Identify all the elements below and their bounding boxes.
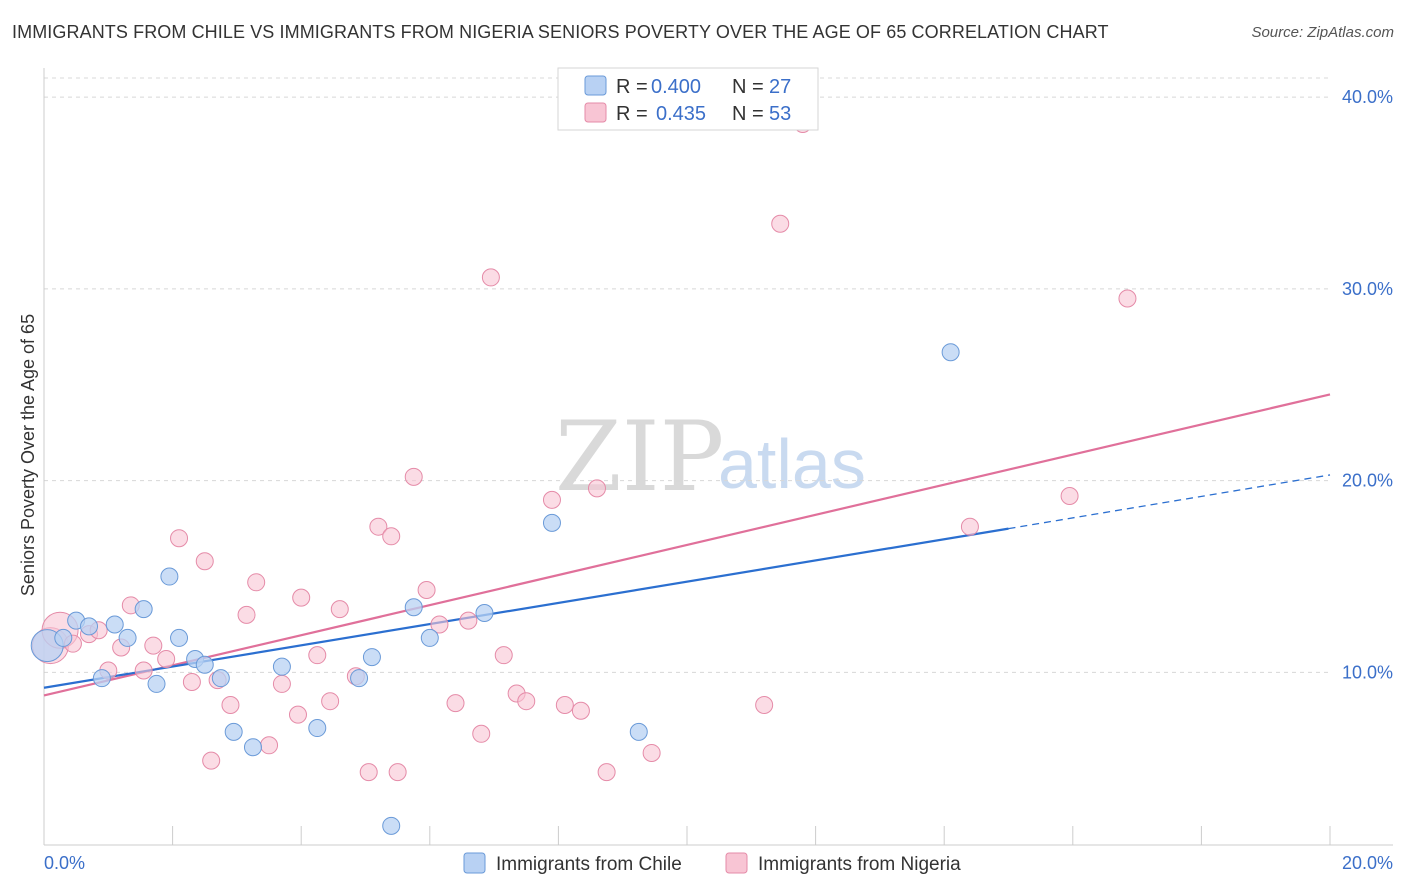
point-chile [134,600,153,619]
point-chile [105,615,124,634]
point-nigeria [321,692,340,711]
legend-chile-n-label: N = [732,76,764,98]
legend-nigeria-n-label: N = [732,103,764,125]
point-chile [118,628,137,647]
point-chile [941,343,960,362]
legend-swatch-nigeria [584,102,607,123]
point-nigeria [481,268,500,287]
point-nigeria [1118,289,1137,308]
point-nigeria [472,724,491,743]
point-chile [362,648,381,667]
point-nigeria [330,600,349,619]
point-nigeria [272,674,291,693]
watermark-zip: ZIP [555,401,724,513]
point-nigeria [1060,487,1079,506]
point-chile [160,567,179,586]
point-nigeria [157,650,176,669]
point-nigeria [404,467,423,486]
point-chile [542,513,561,532]
point-nigeria [134,661,153,680]
series-legend-swatch-nigeria [725,852,748,874]
point-nigeria [182,673,201,692]
point-nigeria [359,763,378,782]
point-chile [224,722,243,741]
series-legend-chile: Immigrants from Chile [496,854,682,875]
y-tick-label: 30.0% [1342,279,1393,299]
point-chile [272,657,291,676]
point-nigeria [202,751,221,770]
series-legend: Immigrants from Chile Immigrants from Ni… [463,852,961,875]
point-nigeria [430,615,449,634]
series-legend-nigeria: Immigrants from Nigeria [758,854,961,875]
point-chile [243,738,262,757]
point-chile [308,719,327,738]
y-axis-label: Seniors Poverty Over the Age of 65 [18,314,38,596]
point-chile [382,816,401,835]
point-nigeria [517,692,536,711]
point-nigeria [597,763,616,782]
point-chile [404,598,423,617]
point-chile [211,669,230,688]
point-chile [420,628,439,647]
point-nigeria [388,763,407,782]
point-nigeria [960,517,979,536]
point-chile [195,655,214,674]
point-nigeria [237,605,256,624]
legend-swatch-chile [584,75,607,96]
point-nigeria [260,736,279,755]
point-nigeria [170,529,189,548]
grid: 10.0% 20.0% 30.0% 40.0% [44,77,1393,682]
point-nigeria [771,214,790,233]
trend-line-chile-extension [1008,474,1331,530]
point-nigeria [555,696,574,715]
point-nigeria [221,696,240,715]
point-nigeria [195,552,214,571]
point-chile [629,722,648,741]
x-tick-label-max: 20.0% [1342,853,1393,873]
point-nigeria [459,611,478,630]
legend-chile-r-value: 0.400 [651,76,701,98]
point-nigeria [642,743,661,762]
legend-nigeria-n-value: 53 [769,103,791,125]
y-tick-label: 40.0% [1342,87,1393,107]
point-nigeria [542,490,561,509]
legend-chile-r-label: R = [616,76,648,98]
point-nigeria [587,479,606,498]
series-legend-swatch-chile [463,852,486,874]
y-tick-label: 20.0% [1342,471,1393,491]
axes: 0.0% 20.0% [43,68,1393,873]
chart-title: IMMIGRANTS FROM CHILE VS IMMIGRANTS FROM… [12,22,1109,42]
legend-chile-n-value: 27 [769,76,791,98]
watermark: ZIP atlas [555,401,866,513]
y-tick-label: 10.0% [1342,662,1393,682]
point-chile [80,617,99,636]
stats-legend: R = 0.400 N = 27 R = 0.435 N = 53 [557,67,819,131]
watermark-atlas: atlas [718,425,866,503]
point-nigeria [494,646,513,665]
trend-line-nigeria [43,393,1331,697]
source-credit: Source: ZipAtlas.com [1251,24,1394,41]
point-nigeria [288,705,307,724]
point-chile [92,669,111,688]
data-points [30,115,1137,835]
point-chile [147,674,166,693]
point-nigeria [382,527,401,546]
point-chile [170,628,189,647]
x-tick-label-min: 0.0% [44,853,85,873]
point-nigeria [247,573,266,592]
point-nigeria [144,636,163,655]
point-nigeria [571,701,590,720]
point-nigeria [755,696,774,715]
legend-nigeria-r-value: 0.435 [656,103,706,125]
point-chile [350,669,369,688]
point-chile [475,603,494,622]
point-nigeria [308,646,327,665]
legend-nigeria-r-label: R = [616,103,648,125]
point-chile [54,628,73,647]
point-nigeria [292,588,311,607]
point-nigeria [369,517,388,536]
point-nigeria [417,580,436,599]
point-nigeria [446,694,465,713]
